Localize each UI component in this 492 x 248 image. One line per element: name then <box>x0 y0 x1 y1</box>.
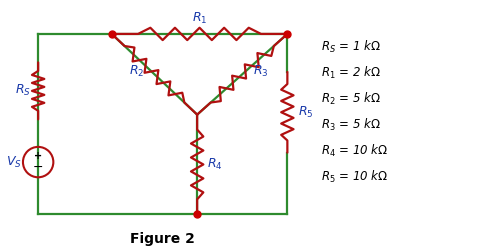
Text: $R_S$: $R_S$ <box>15 83 31 98</box>
Text: $R_5$ = 10 k$\Omega$: $R_5$ = 10 k$\Omega$ <box>321 169 388 185</box>
Text: $V_S$: $V_S$ <box>5 155 21 170</box>
Text: $R_2$: $R_2$ <box>129 64 144 79</box>
Text: +: + <box>34 151 42 161</box>
Text: $R_3$ = 5 k$\Omega$: $R_3$ = 5 k$\Omega$ <box>321 117 380 133</box>
Text: $R_4$ = 10 k$\Omega$: $R_4$ = 10 k$\Omega$ <box>321 143 388 159</box>
Text: $R_1$: $R_1$ <box>192 11 207 26</box>
Text: $R_1$ = 2 k$\Omega$: $R_1$ = 2 k$\Omega$ <box>321 65 380 81</box>
Text: $R_3$: $R_3$ <box>252 64 268 79</box>
Text: $R_4$: $R_4$ <box>207 157 223 172</box>
Text: $R_S$ = 1 k$\Omega$: $R_S$ = 1 k$\Omega$ <box>321 39 380 55</box>
Text: $R_5$: $R_5$ <box>298 105 313 120</box>
Text: −: − <box>33 161 43 174</box>
Text: $R_2$ = 5 k$\Omega$: $R_2$ = 5 k$\Omega$ <box>321 91 380 107</box>
Text: Figure 2: Figure 2 <box>130 232 195 246</box>
